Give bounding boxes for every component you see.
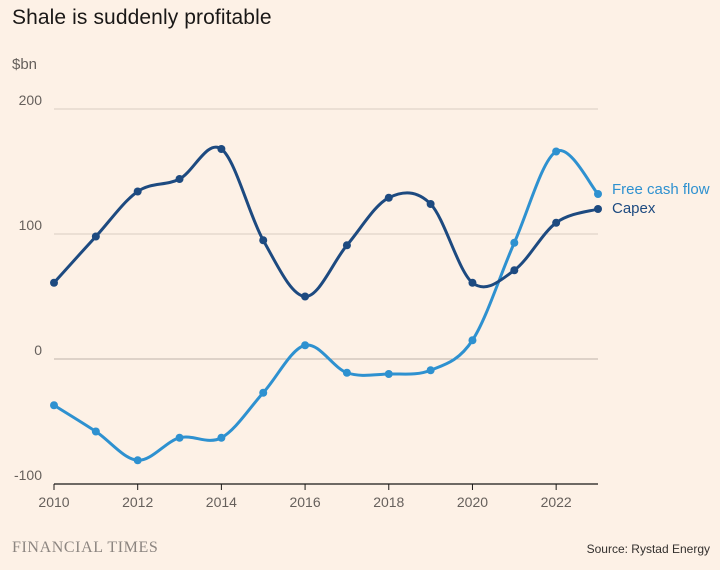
- capex-point-2017: [342, 241, 351, 250]
- capex-point-2019: [426, 200, 435, 208]
- free-cash-flow-line: [52, 149, 600, 462]
- free-cash-flow-point-2013: [175, 433, 184, 442]
- free-cash-flow-label: Free cash flow: [612, 181, 710, 198]
- y-axis-unit: $bn: [12, 56, 38, 73]
- free-cash-flow-point-2015: [259, 388, 268, 397]
- y-tick-labels: -100 0 100 200: [14, 92, 42, 483]
- capex-point-2013: [175, 175, 184, 183]
- capex-point-2022: [552, 218, 561, 227]
- series-lines: [50, 145, 602, 465]
- y-tick-label: -100: [14, 467, 42, 483]
- y-tick-label: 200: [19, 92, 43, 108]
- free-cash-flow-point-2021: [510, 238, 519, 247]
- publisher-logo: FINANCIAL TIMES: [12, 539, 159, 556]
- free-cash-flow-point-2018: [384, 370, 393, 378]
- capex-point-2020: [468, 278, 477, 287]
- capex-point-2018: [384, 193, 393, 202]
- capex-point-2014: [217, 145, 226, 153]
- free-cash-flow-point-2019: [426, 366, 435, 375]
- free-cash-flow-point-2010: [50, 401, 58, 410]
- grid-lines: [54, 108, 598, 485]
- x-tick-label: 2012: [122, 494, 153, 510]
- free-cash-flow-point-2022: [552, 147, 561, 156]
- free-cash-flow-point-2016: [301, 341, 310, 350]
- capex-point-2015: [259, 236, 268, 245]
- x-tick-label: 2014: [206, 494, 237, 510]
- series-labels: Free cash flow Capex: [612, 181, 710, 217]
- source-note: Source: Rystad Energy: [586, 542, 710, 556]
- capex-point-2016: [301, 292, 310, 301]
- free-cash-flow-point-2023: [594, 190, 602, 198]
- x-tick-label: 2022: [541, 494, 572, 510]
- x-tick-label: 2016: [289, 494, 320, 510]
- capex-point-2012: [133, 187, 142, 196]
- x-tick-labels: 2010 2012 2014 2016 2018 2020 2022: [38, 484, 572, 510]
- y-tick-label: 0: [34, 342, 42, 358]
- chart-title: Shale is suddenly profitable: [12, 6, 272, 29]
- capex-point-2021: [510, 266, 519, 275]
- free-cash-flow-point-2012: [133, 456, 142, 465]
- x-tick-label: 2020: [457, 494, 488, 510]
- x-tick-label: 2018: [373, 494, 404, 510]
- capex-point-2010: [50, 278, 58, 287]
- capex-line: [52, 145, 600, 298]
- free-cash-flow-point-2011: [91, 427, 100, 436]
- capex-point-2011: [91, 232, 100, 241]
- x-tick-label: 2010: [38, 494, 69, 510]
- capex-point-2023: [594, 205, 602, 213]
- capex-label: Capex: [612, 200, 656, 217]
- free-cash-flow-point-2014: [217, 433, 226, 442]
- free-cash-flow-point-2020: [468, 336, 477, 345]
- free-cash-flow-point-2017: [342, 368, 351, 377]
- y-tick-label: 100: [19, 217, 43, 233]
